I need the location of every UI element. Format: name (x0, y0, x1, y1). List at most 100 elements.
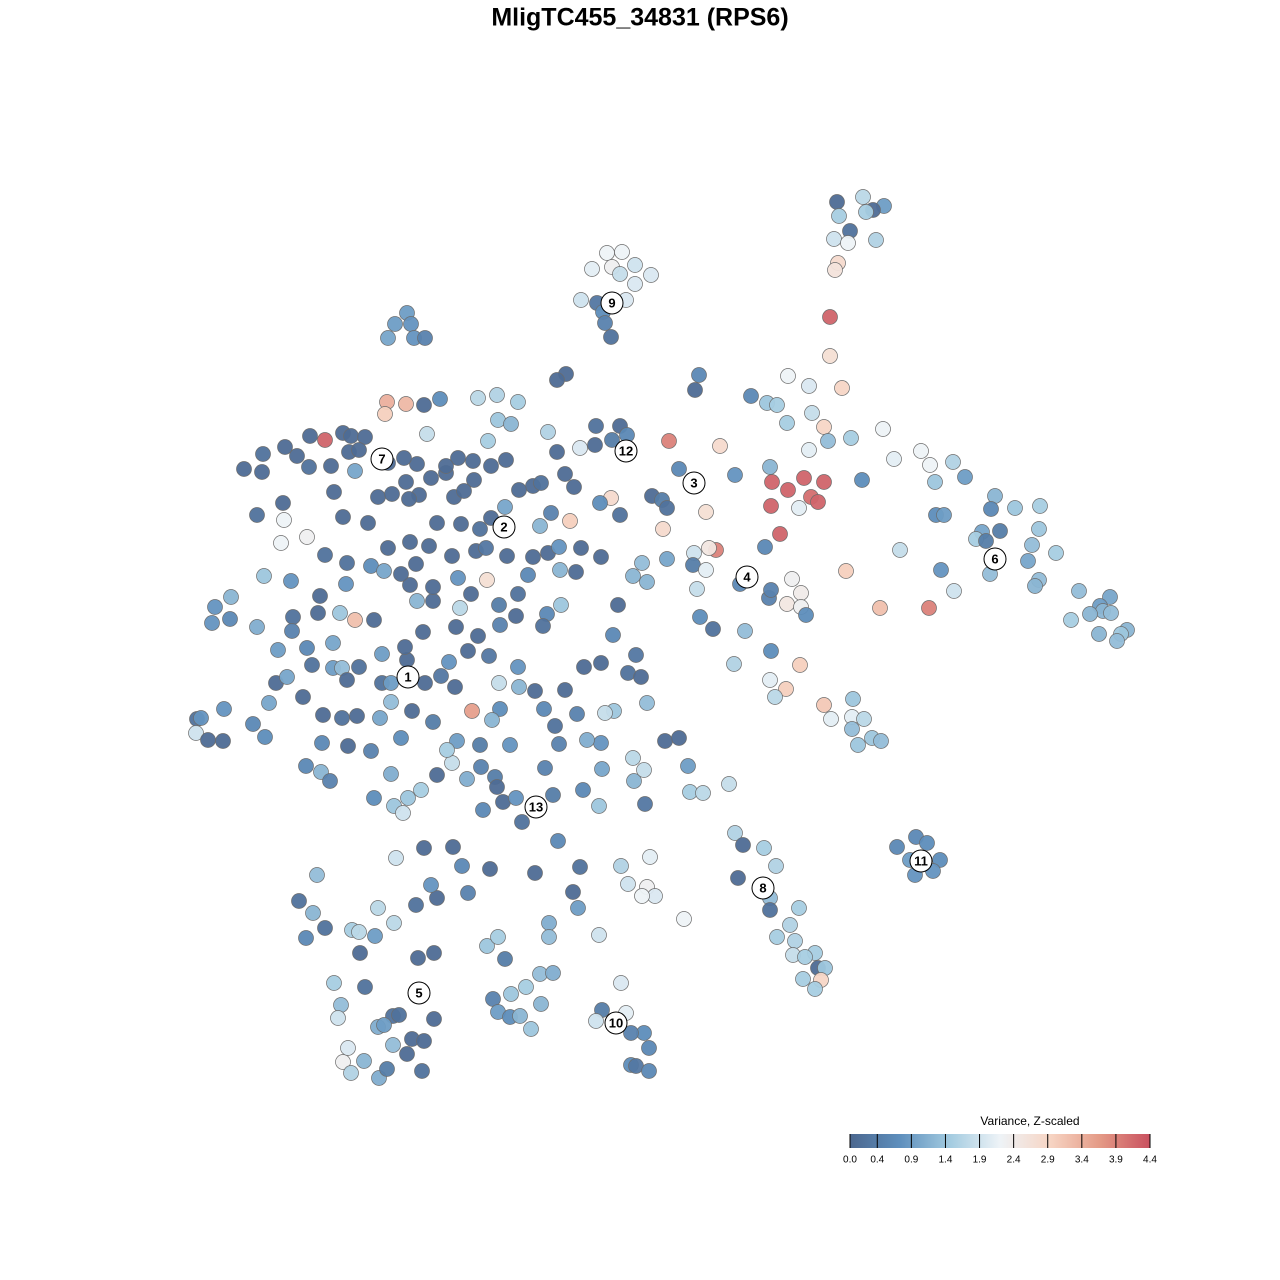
point (380, 540, 396, 556)
point (273, 535, 289, 551)
colorbar-title: Variance, Z-scaled (980, 1114, 1079, 1128)
point (370, 900, 386, 916)
point (295, 689, 311, 705)
point (416, 840, 432, 856)
point (309, 867, 325, 883)
point (395, 805, 411, 821)
point (913, 443, 929, 459)
point (614, 244, 630, 260)
point (569, 706, 585, 722)
point (460, 885, 476, 901)
point (921, 600, 937, 616)
point (330, 1010, 346, 1026)
point (508, 790, 524, 806)
point (541, 929, 557, 945)
point (438, 458, 454, 474)
point (671, 730, 687, 746)
point (249, 507, 265, 523)
point (822, 348, 838, 364)
point (712, 438, 728, 454)
colorbar-tick-label: 1.9 (973, 1155, 987, 1166)
point (277, 439, 293, 455)
point (254, 464, 270, 480)
cluster-marker (492, 515, 516, 539)
point (1109, 633, 1125, 649)
point (514, 814, 530, 830)
point (791, 900, 807, 916)
point (532, 518, 548, 534)
point (399, 1046, 415, 1062)
point (527, 683, 543, 699)
point (379, 1061, 395, 1077)
point (545, 965, 561, 981)
point (854, 472, 870, 488)
point (575, 782, 591, 798)
point (843, 430, 859, 446)
point (236, 461, 252, 477)
point (698, 504, 714, 520)
point (610, 597, 626, 613)
point (655, 521, 671, 537)
point (525, 549, 541, 565)
point (332, 605, 348, 621)
point (597, 315, 613, 331)
point (566, 479, 582, 495)
point (460, 643, 476, 659)
point (552, 562, 568, 578)
point (413, 782, 429, 798)
point (503, 416, 519, 432)
point (470, 628, 486, 644)
point (757, 539, 773, 555)
point (491, 597, 507, 613)
point (463, 586, 479, 602)
point (613, 858, 629, 874)
point (222, 611, 238, 627)
point (579, 732, 595, 748)
point (444, 548, 460, 564)
point (334, 710, 350, 726)
point (796, 470, 812, 486)
point (769, 397, 785, 413)
point (936, 507, 952, 523)
point (772, 526, 788, 542)
point (780, 482, 796, 498)
point (840, 235, 856, 251)
point (326, 484, 342, 500)
point (399, 652, 415, 668)
point (478, 540, 494, 556)
point (844, 721, 860, 737)
point (325, 635, 341, 651)
point (360, 515, 376, 531)
cluster-marker (614, 439, 638, 463)
point (207, 599, 223, 615)
point (432, 391, 448, 407)
point (401, 491, 417, 507)
point (400, 790, 416, 806)
point (623, 1025, 639, 1041)
colorbar-tick-label: 3.9 (1109, 1155, 1123, 1166)
point (456, 483, 472, 499)
cluster-label: 13 (529, 799, 543, 814)
point (357, 979, 373, 995)
point (298, 758, 314, 774)
point (823, 711, 839, 727)
point (255, 446, 271, 462)
point (299, 640, 315, 656)
point (787, 933, 803, 949)
point (855, 189, 871, 205)
point (270, 642, 286, 658)
point (349, 708, 365, 724)
point (795, 971, 811, 987)
point (612, 507, 628, 523)
point (856, 711, 872, 727)
point (764, 474, 780, 490)
point (639, 574, 655, 590)
point (340, 738, 356, 754)
point (449, 733, 465, 749)
point (643, 267, 659, 283)
point (452, 600, 468, 616)
point (409, 456, 425, 472)
cluster-marker (682, 471, 706, 495)
point (541, 915, 557, 931)
point (370, 489, 386, 505)
